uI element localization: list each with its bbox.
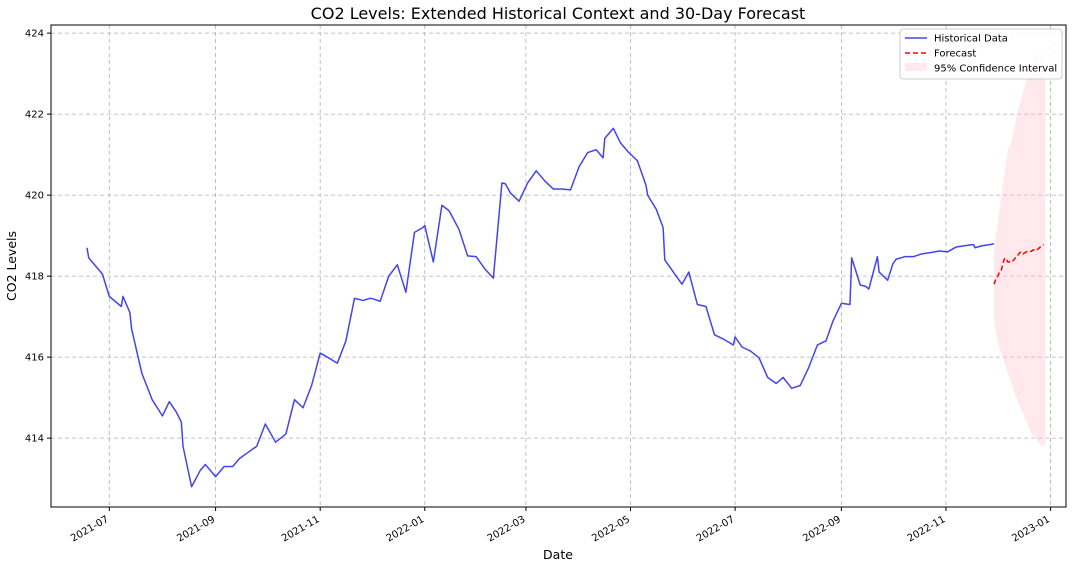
confidence-band-layer [993, 49, 1046, 447]
series-layer [86, 127, 1045, 488]
legend-box [899, 28, 1063, 80]
x-axis-label: Date [543, 547, 573, 562]
historical-data-line [86, 127, 995, 488]
plot-frame [50, 24, 1067, 508]
y-tick-label: 420 [25, 191, 44, 202]
chart-title: CO2 Levels: Extended Historical Context … [311, 4, 806, 23]
legend: Historical Data Forecast 95% Confidence … [899, 28, 1063, 80]
y-tick-label: 414 [25, 434, 44, 445]
y-tick-label: 418 [25, 272, 44, 283]
legend-historical-label: Historical Data [934, 34, 1008, 45]
y-tick-label: 422 [25, 110, 44, 121]
grid [51, 25, 1066, 507]
y-axis: 414 416 418 420 422 424 [25, 29, 51, 445]
legend-band-label: 95% Confidence Interval [934, 64, 1057, 75]
forecast-line [993, 243, 1045, 285]
y-tick-label: 424 [25, 29, 44, 40]
legend-band-swatch [905, 63, 927, 71]
confidence-interval-band [993, 49, 1046, 447]
y-axis-label: CO2 Levels [4, 231, 19, 301]
y-tick-label: 416 [25, 353, 44, 364]
legend-forecast-label: Forecast [934, 49, 976, 60]
